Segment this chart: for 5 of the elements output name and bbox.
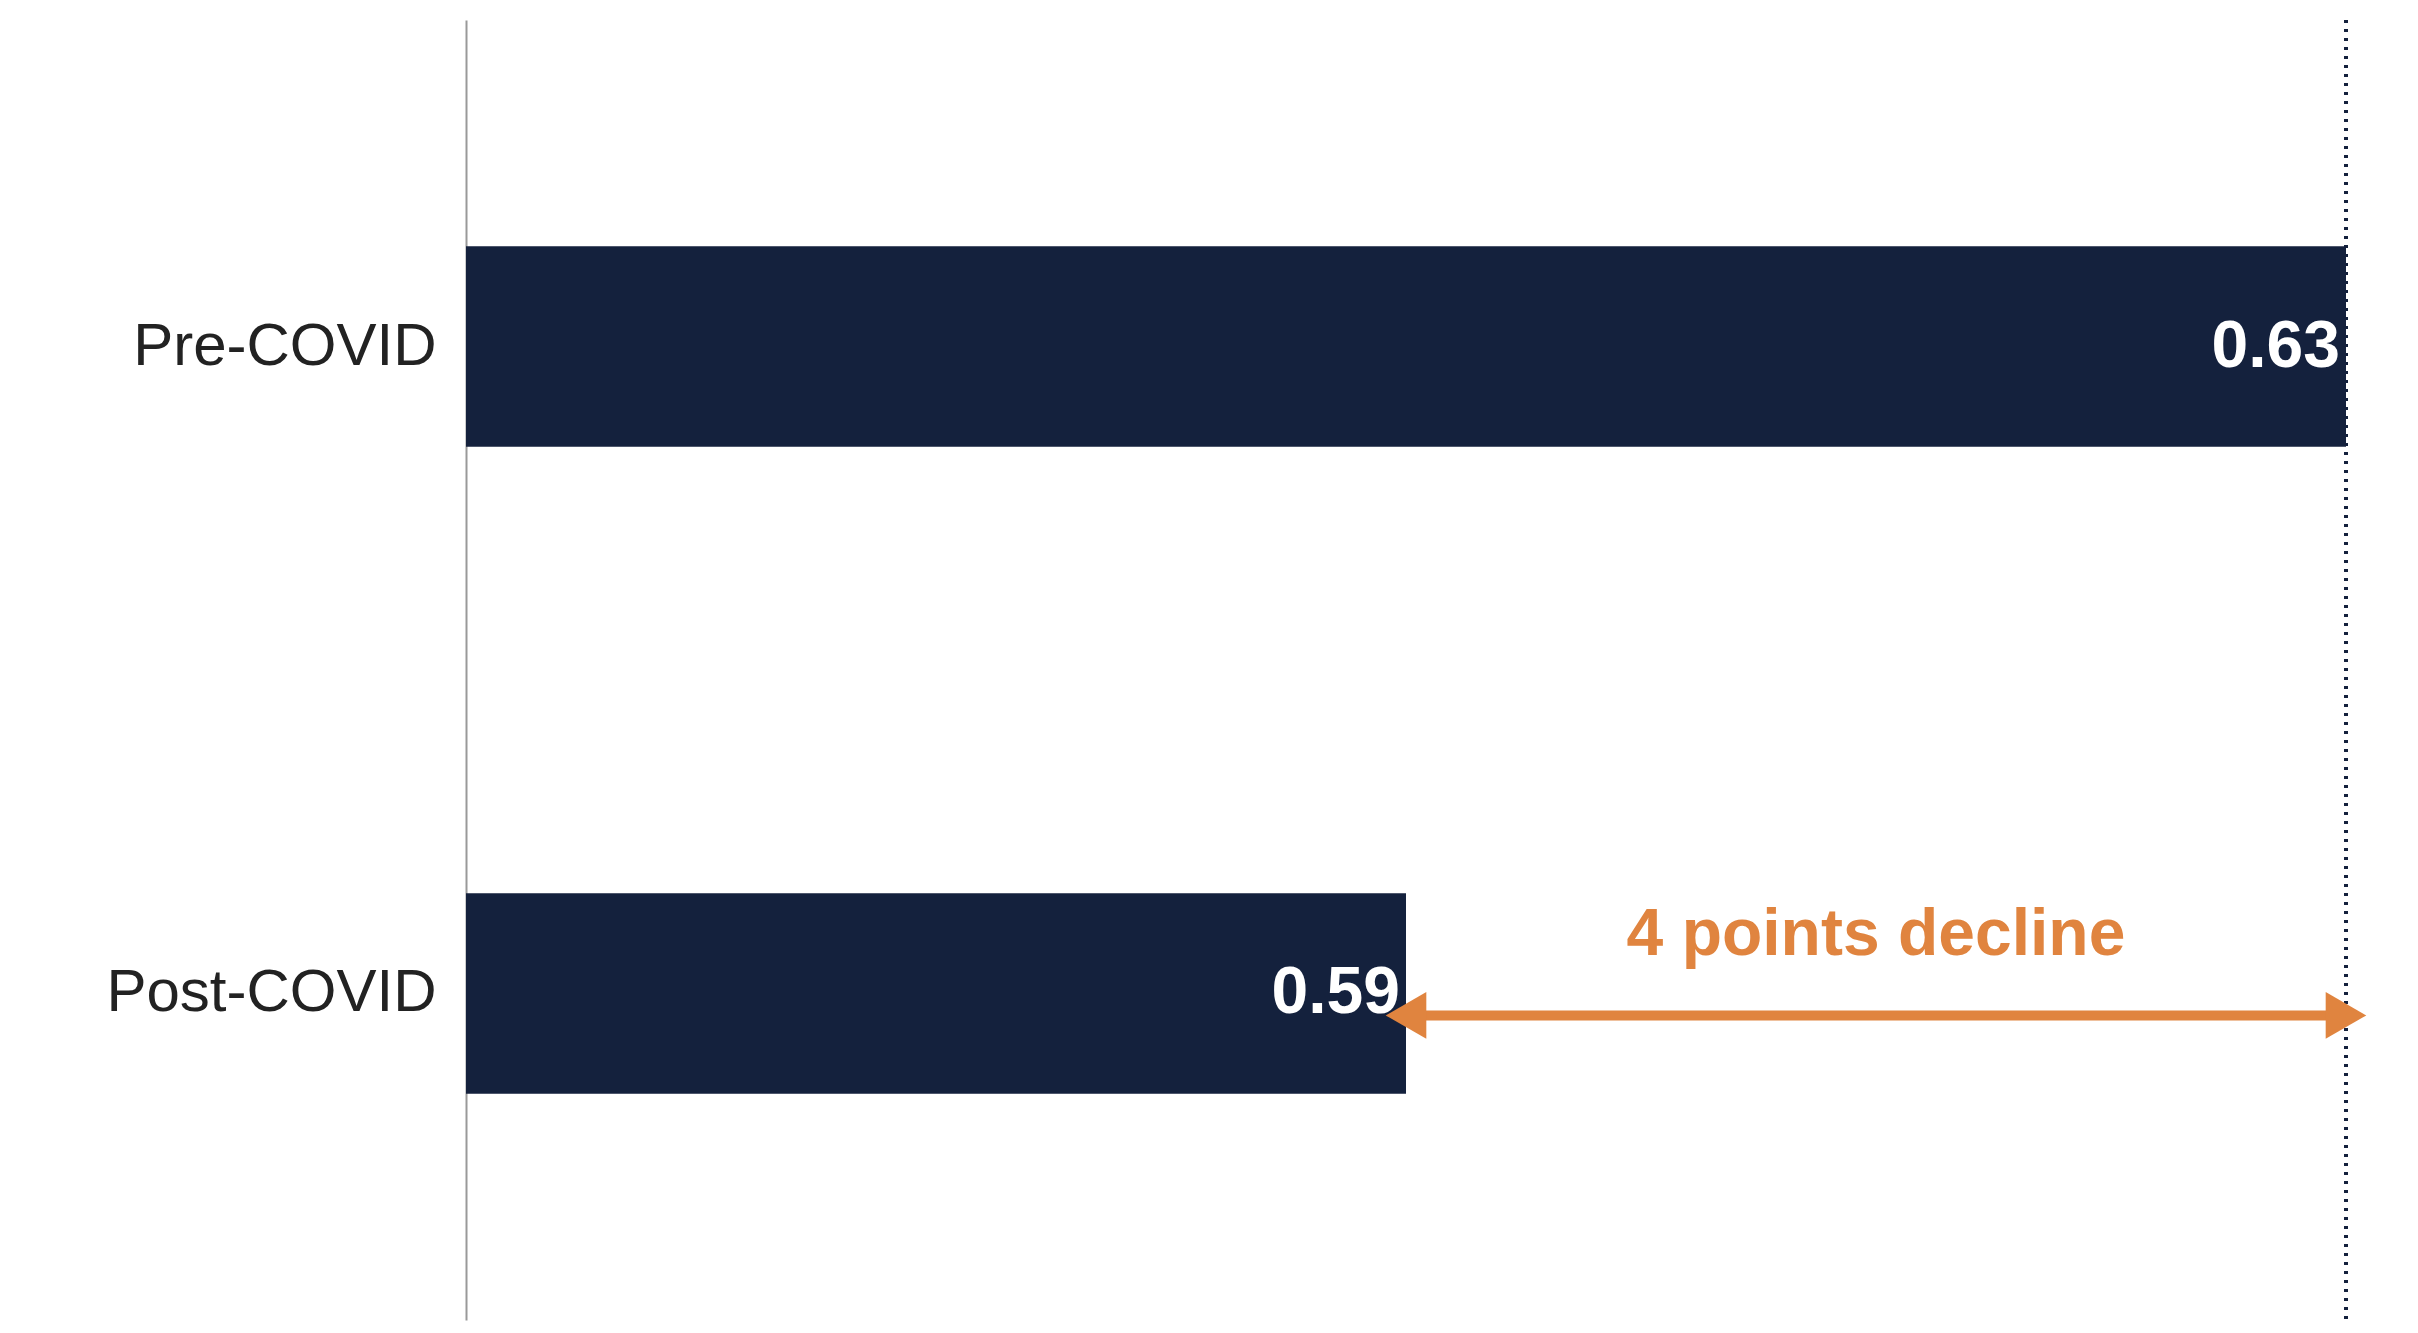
data-label: 0.59 xyxy=(1271,953,1400,1028)
annotation: 4 points decline xyxy=(1626,895,2126,970)
y-tick-label: Post-COVID xyxy=(106,957,437,1025)
y-tick-label: Pre-COVID xyxy=(133,310,437,378)
data-label: 0.63 xyxy=(2211,306,2340,381)
